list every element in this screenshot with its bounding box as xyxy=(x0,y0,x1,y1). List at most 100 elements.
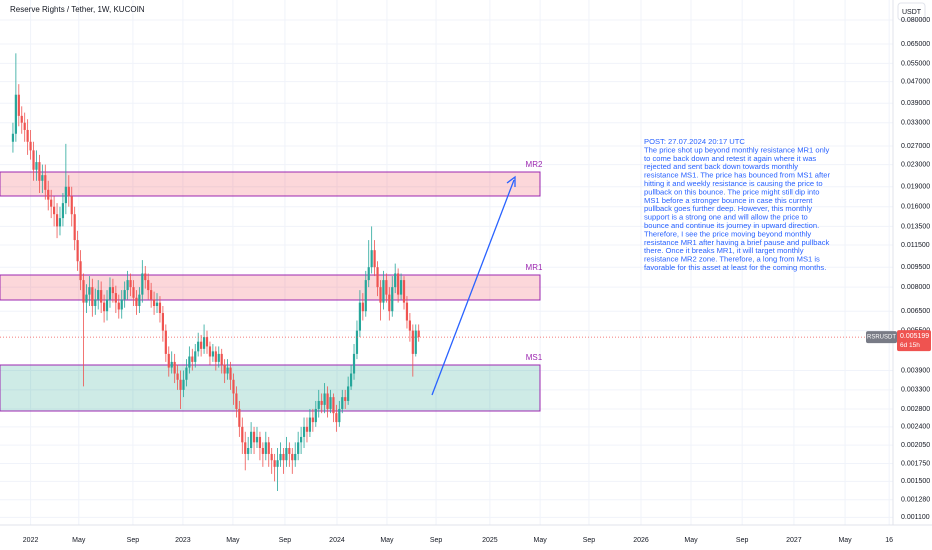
candle-body xyxy=(26,129,29,142)
candle-body xyxy=(188,356,191,368)
candle-body xyxy=(191,356,194,362)
candle-body xyxy=(20,115,23,123)
candle-body xyxy=(394,273,397,288)
currency-box[interactable] xyxy=(897,2,926,21)
zone-label: MR2 xyxy=(526,160,543,169)
candle-body xyxy=(82,280,85,303)
annotation-line: to come back down and retest it again wh… xyxy=(644,154,816,163)
candle-body xyxy=(91,287,94,306)
candle-body xyxy=(76,240,79,262)
annotation-line: resistance MR1 after having a brief paus… xyxy=(644,238,830,247)
candle-body xyxy=(194,351,197,362)
x-tick-label: May xyxy=(684,537,698,544)
candle-body xyxy=(138,294,141,306)
candle-body xyxy=(70,196,73,215)
x-tick-label: 2025 xyxy=(482,537,498,544)
y-tick-label: 0.039000 xyxy=(901,100,930,107)
candle-body xyxy=(17,94,20,116)
candle-body xyxy=(200,341,203,349)
candle-body xyxy=(317,400,320,409)
candle-body xyxy=(58,218,62,227)
candle-body xyxy=(264,442,267,454)
candle-body xyxy=(252,431,256,443)
candle-body xyxy=(100,290,103,303)
annotation-line: resistance MR2 zone. Therefore, a long f… xyxy=(644,255,820,264)
candle-body xyxy=(114,293,117,303)
annotation-line: hitting it and weekly resistance is caus… xyxy=(644,179,823,188)
candle-body xyxy=(147,280,150,291)
candle-body xyxy=(382,280,385,303)
candle-body xyxy=(152,299,156,306)
candle-body xyxy=(244,442,247,454)
candle-body xyxy=(41,175,44,181)
candle-body xyxy=(170,361,173,368)
candle-body xyxy=(397,273,400,295)
candle-body xyxy=(223,364,226,374)
candle-body xyxy=(285,447,288,461)
candle-body xyxy=(205,337,209,347)
candle-body xyxy=(247,447,250,454)
y-tick-label: 0.027000 xyxy=(901,143,930,150)
zone-label: MR1 xyxy=(526,263,543,272)
y-tick-label: 0.003300 xyxy=(901,387,930,394)
candle-body xyxy=(55,214,59,227)
candle-body xyxy=(220,353,223,365)
candle-body xyxy=(123,290,126,300)
candle-body xyxy=(361,302,364,312)
candle-body xyxy=(14,94,17,134)
candle-body xyxy=(47,189,50,200)
symbol-label: RSRUSDT xyxy=(867,335,896,341)
candle-body xyxy=(288,447,291,454)
candle-body xyxy=(117,302,120,310)
x-tick-label: 2027 xyxy=(786,537,802,544)
y-tick-label: 0.013500 xyxy=(901,223,930,230)
candle-body xyxy=(358,302,362,331)
annotation-line: MS1 before a stronger bounce in case thi… xyxy=(644,196,813,205)
candle-body xyxy=(176,373,179,380)
annotation-line: pullback on this bounce. The price might… xyxy=(644,187,819,196)
candle-body xyxy=(417,330,420,338)
x-tick-label: 2022 xyxy=(23,537,39,544)
y-tick-label: 0.023000 xyxy=(901,161,930,168)
candle-body xyxy=(282,453,285,461)
candle-body xyxy=(352,353,356,374)
annotation-line: favorable for this asset at least for th… xyxy=(644,263,826,272)
candle-body xyxy=(355,330,359,354)
candle-body xyxy=(23,122,26,130)
candle-body xyxy=(411,330,414,354)
y-tick-label: 0.016000 xyxy=(901,204,930,211)
currency[interactable]: USDT xyxy=(902,9,922,16)
annotation-line: POST: 27.07.2024 20:17 UTC xyxy=(644,137,745,146)
candle-body xyxy=(164,330,167,354)
candle-body xyxy=(67,186,70,197)
candle-body xyxy=(61,203,65,219)
candle-body xyxy=(208,346,212,357)
axes: 0.080000 0.065000 0.055000 0.047000 0.039000… xyxy=(23,17,931,544)
countdown-label: 6d 15h xyxy=(900,342,920,349)
candle-body xyxy=(35,162,38,170)
candle-body xyxy=(232,379,235,394)
candle-body xyxy=(64,186,67,204)
candle-body xyxy=(150,290,153,300)
candle-body xyxy=(79,261,82,281)
candle-body xyxy=(108,287,112,300)
y-tick-label: 0.002800 xyxy=(901,406,930,413)
candle-body xyxy=(349,373,353,387)
candle-body xyxy=(158,302,162,314)
candle-body xyxy=(235,393,238,409)
candle-body xyxy=(402,280,406,303)
candle-body xyxy=(185,367,188,380)
candle-body xyxy=(85,294,88,303)
annotation-line: bounce and continue its journey in upwar… xyxy=(644,221,819,230)
candle-body xyxy=(11,133,15,142)
candle-body xyxy=(270,453,273,461)
candle-body xyxy=(267,442,270,454)
candle-body xyxy=(408,320,411,331)
candle-body xyxy=(385,280,388,295)
x-tick-label: Sep xyxy=(736,537,749,544)
candle-body xyxy=(141,273,144,295)
y-tick-label: 0.001280 xyxy=(901,497,930,504)
candle-body xyxy=(44,175,47,190)
candle-body xyxy=(335,413,338,423)
